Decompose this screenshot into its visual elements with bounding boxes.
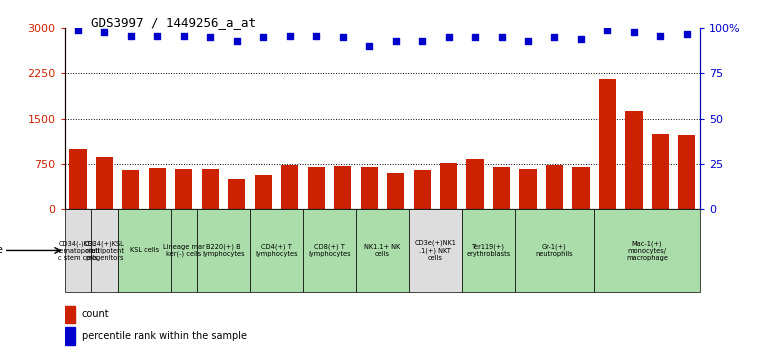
Text: Mac-1(+)
monocytes/
macrophage: Mac-1(+) monocytes/ macrophage: [626, 240, 668, 261]
Point: [98, 29, 110, 35]
Bar: [466, 159, 484, 209]
Bar: [599, 80, 616, 209]
Text: Ter119(+)
erythroblasts: Ter119(+) erythroblasts: [466, 244, 511, 257]
Bar: [250, 209, 303, 292]
Bar: [546, 165, 563, 209]
Point: [363, 44, 375, 49]
Bar: [462, 209, 514, 292]
Point: [628, 29, 640, 35]
Bar: [96, 157, 113, 209]
Point: [284, 33, 296, 38]
Bar: [65, 327, 75, 345]
Bar: [413, 170, 431, 209]
Point: [204, 35, 216, 40]
Point: [495, 35, 508, 40]
Text: CD3e(+)NK1
.1(+) NKT
cells: CD3e(+)NK1 .1(+) NKT cells: [415, 240, 457, 261]
Bar: [361, 167, 377, 209]
Bar: [493, 167, 510, 209]
Text: percentile rank within the sample: percentile rank within the sample: [82, 331, 247, 341]
Point: [601, 27, 613, 33]
Bar: [69, 149, 87, 209]
Bar: [356, 209, 409, 292]
Bar: [307, 167, 325, 209]
Text: CD4(+) T
lymphocytes: CD4(+) T lymphocytes: [255, 244, 298, 257]
Bar: [118, 209, 170, 292]
Point: [310, 33, 323, 38]
Text: Lineage mar
ker(-) cells: Lineage mar ker(-) cells: [163, 244, 205, 257]
Point: [336, 35, 349, 40]
Bar: [440, 163, 457, 209]
Text: CD8(+) T
lymphocytes: CD8(+) T lymphocytes: [308, 244, 351, 257]
Bar: [409, 209, 462, 292]
Bar: [148, 168, 166, 209]
Point: [416, 38, 428, 44]
Text: GDS3997 / 1449256_a_at: GDS3997 / 1449256_a_at: [91, 16, 256, 29]
Bar: [652, 134, 669, 209]
Point: [125, 33, 137, 38]
Point: [575, 36, 587, 42]
Point: [549, 35, 561, 40]
Text: count: count: [82, 309, 110, 319]
Text: B220(+) B
lymphocytes: B220(+) B lymphocytes: [202, 244, 245, 257]
Bar: [91, 209, 118, 292]
Bar: [520, 169, 537, 209]
Bar: [334, 166, 352, 209]
Bar: [572, 167, 590, 209]
Point: [522, 38, 534, 44]
Bar: [175, 169, 193, 209]
Bar: [303, 209, 356, 292]
Point: [151, 33, 164, 38]
Point: [442, 35, 454, 40]
Bar: [594, 209, 700, 292]
Bar: [626, 112, 642, 209]
Point: [72, 27, 84, 33]
Bar: [202, 169, 219, 209]
Bar: [228, 179, 245, 209]
Text: Gr-1(+)
neutrophils: Gr-1(+) neutrophils: [536, 244, 573, 257]
Point: [469, 35, 481, 40]
Bar: [514, 209, 594, 292]
Bar: [65, 209, 91, 292]
Bar: [170, 209, 197, 292]
Text: CD34(-)KSL
hematopoieti
c stem cells: CD34(-)KSL hematopoieti c stem cells: [56, 240, 100, 261]
Bar: [123, 170, 139, 209]
Text: NK1.1+ NK
cells: NK1.1+ NK cells: [365, 244, 400, 257]
Point: [257, 35, 269, 40]
Bar: [65, 306, 75, 323]
Point: [681, 31, 693, 36]
Text: KSL cells: KSL cells: [129, 247, 159, 253]
Bar: [197, 209, 250, 292]
Point: [231, 38, 243, 44]
Text: cell type: cell type: [0, 245, 2, 256]
Bar: [255, 175, 272, 209]
Bar: [387, 173, 404, 209]
Point: [390, 38, 402, 44]
Point: [178, 33, 190, 38]
Bar: [678, 135, 696, 209]
Bar: [281, 165, 298, 209]
Point: [654, 33, 667, 38]
Text: CD34(+)KSL
multipotent
progenitors: CD34(+)KSL multipotent progenitors: [84, 240, 125, 261]
